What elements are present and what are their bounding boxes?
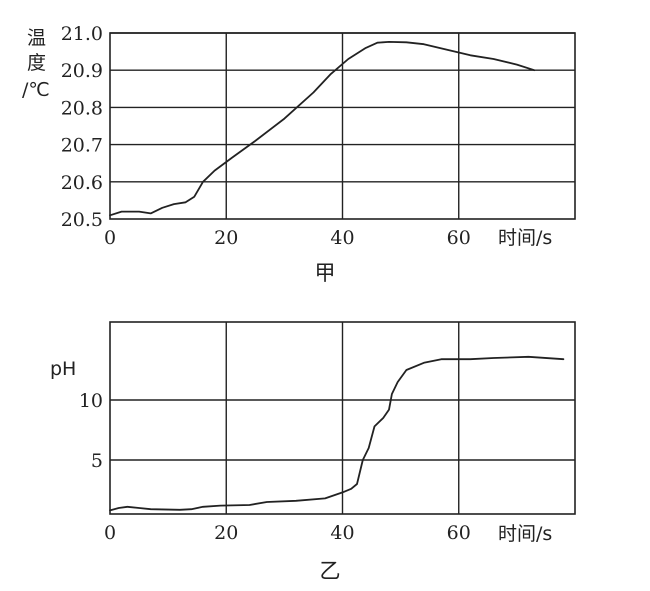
ph-series-line	[109, 355, 565, 512]
temperature-x-tick-label: 60	[447, 227, 471, 249]
temperature-xlabel: 时间/s	[498, 227, 552, 249]
temperature-ylabel-line-2: 度	[27, 52, 46, 74]
temperature-x-tick-label: 40	[330, 227, 354, 249]
ph-caption: 乙	[320, 559, 341, 583]
temperature-y-tick-label: 20.8	[61, 97, 103, 119]
temperature-ylabel-line-1: 温	[27, 27, 46, 49]
temperature-y-tick-label: 21.0	[61, 23, 103, 45]
ph-xlabel: 时间/s	[498, 523, 552, 545]
temperature-ylabel-line-3: /℃	[22, 79, 50, 101]
temperature-y-tick-label: 20.7	[61, 135, 103, 157]
ph-x-tick-label: 20	[214, 522, 238, 544]
temperature-series-line	[109, 41, 536, 217]
temperature-caption: 甲	[315, 261, 336, 285]
ph-chart: 0 20 40 60 5 10	[79, 321, 576, 544]
ph-y-tick-label: 10	[79, 390, 103, 412]
ph-ylabel: pH	[50, 358, 76, 380]
ph-x-tick-label: 60	[447, 522, 471, 544]
temperature-y-tick-label: 20.9	[61, 60, 103, 82]
temperature-y-tick-label: 20.6	[61, 172, 103, 194]
ph-x-tick-label: 40	[330, 522, 354, 544]
ph-y-tick-label: 5	[91, 450, 103, 472]
temperature-y-tick-label: 20.5	[61, 209, 103, 231]
ph-x-tick-label: 0	[104, 522, 116, 544]
temperature-x-tick-label: 20	[214, 227, 238, 249]
temperature-x-tick-label: 0	[104, 227, 116, 249]
temperature-chart: 0 20 40 60 20.5 20.6 20.7 20.8 20.9 21.0	[61, 23, 576, 249]
